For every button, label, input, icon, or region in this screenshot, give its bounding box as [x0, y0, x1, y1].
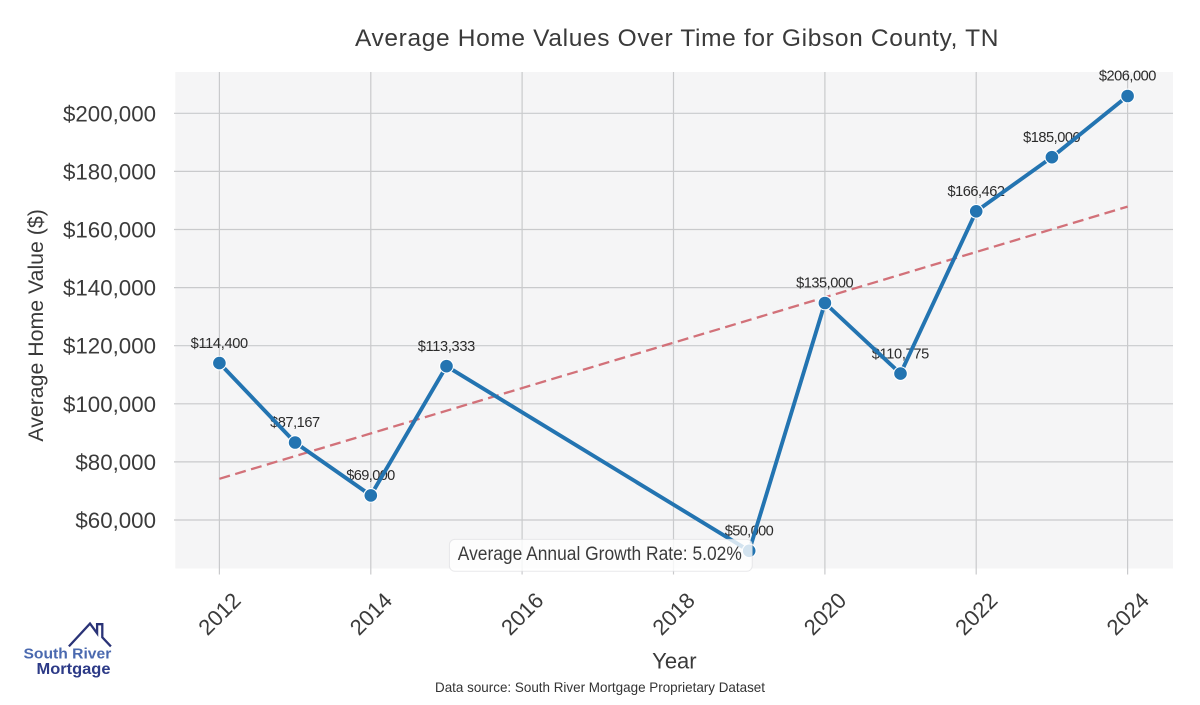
svg-text:$206,000: $206,000	[1099, 69, 1157, 85]
svg-text:$180,000: $180,000	[63, 159, 156, 184]
svg-text:$160,000: $160,000	[63, 218, 156, 243]
svg-text:$50,000: $50,000	[725, 524, 774, 540]
svg-text:$185,000: $185,000	[1023, 130, 1081, 146]
svg-text:Average Home Value ($): Average Home Value ($)	[24, 209, 48, 441]
svg-text:Average Home Values Over Time: Average Home Values Over Time for Gibson…	[355, 25, 999, 52]
svg-text:$135,000: $135,000	[796, 276, 854, 292]
svg-text:$140,000: $140,000	[63, 276, 156, 301]
svg-text:Mortgage: Mortgage	[37, 661, 111, 678]
svg-text:$100,000: $100,000	[63, 392, 156, 417]
svg-text:$166,462: $166,462	[947, 184, 1004, 200]
svg-text:$120,000: $120,000	[63, 334, 156, 359]
svg-text:South River: South River	[24, 647, 112, 663]
svg-text:Data source: South River Mortg: Data source: South River Mortgage Propri…	[435, 679, 765, 695]
svg-text:$113,333: $113,333	[418, 339, 476, 355]
svg-text:$60,000: $60,000	[75, 508, 156, 533]
svg-text:$80,000: $80,000	[75, 450, 156, 475]
svg-text:Year: Year	[652, 648, 696, 673]
svg-text:Average Annual Growth Rate: 5.: Average Annual Growth Rate: 5.02%	[458, 544, 742, 565]
svg-text:$114,400: $114,400	[191, 336, 249, 352]
svg-text:$200,000: $200,000	[63, 101, 156, 126]
